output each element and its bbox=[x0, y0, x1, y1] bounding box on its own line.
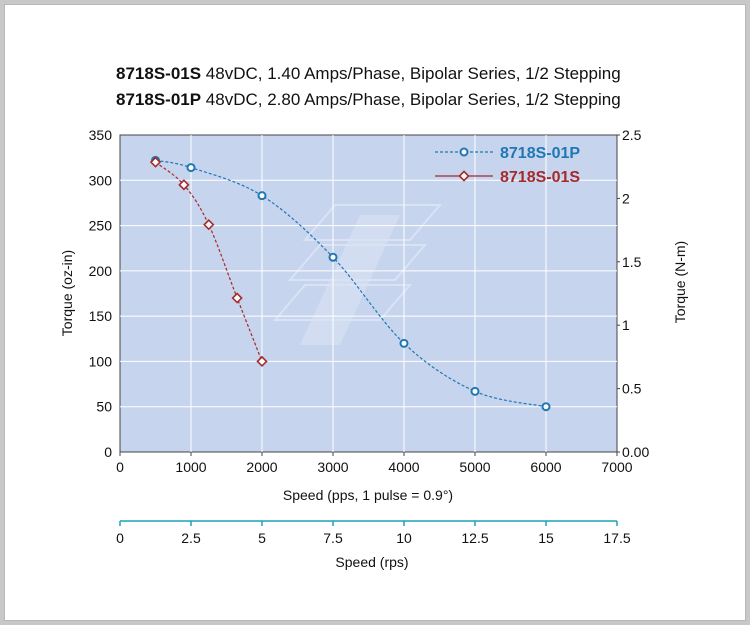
y-tick-label-left: 300 bbox=[89, 172, 113, 188]
chart-title-01p: 8718S-01P 48vDC, 2.80 Amps/Phase, Bipola… bbox=[116, 90, 621, 109]
legend-label-8718S-01S: 8718S-01S bbox=[500, 169, 580, 186]
data-point-8718S-01S bbox=[256, 355, 268, 368]
y-tick-label-left: 350 bbox=[89, 127, 113, 143]
legend: 8718S-01P 8718S-01S bbox=[435, 145, 580, 186]
data-point-8718S-01S bbox=[203, 219, 215, 231]
rps-tick-label: 17.5 bbox=[603, 530, 630, 546]
data-point-8718S-01P bbox=[328, 252, 338, 262]
grid-lines bbox=[120, 135, 617, 452]
data-point-8718S-01P bbox=[257, 191, 267, 201]
data-point-8718S-01P bbox=[470, 386, 480, 396]
rps-axis-label: Speed (rps) bbox=[335, 554, 408, 570]
y-tick-label-left: 250 bbox=[89, 218, 113, 234]
y-tick-label-left: 0 bbox=[104, 444, 112, 460]
x-tick-label: 4000 bbox=[388, 459, 419, 475]
rps-tick-label: 2.5 bbox=[181, 530, 201, 546]
y-tick-label-right: 0.00 bbox=[622, 444, 649, 460]
legend-label-8718S-01P: 8718S-01P bbox=[500, 145, 580, 162]
y-tick-label-right: 0.5 bbox=[622, 381, 642, 397]
y-tick-label-left: 50 bbox=[96, 399, 112, 415]
rps-tick-label: 15 bbox=[538, 530, 554, 546]
rps-tick-label: 12.5 bbox=[461, 530, 488, 546]
y-axis-label-right: Torque (N-m) bbox=[672, 241, 688, 323]
plot-area bbox=[119, 134, 618, 453]
rps-tick-label: 0 bbox=[116, 530, 124, 546]
rps-tick-label: 7.5 bbox=[323, 530, 343, 546]
series-line-8718S-01S bbox=[155, 161, 263, 362]
y-tick-label-left: 150 bbox=[89, 308, 113, 324]
series-group bbox=[149, 155, 551, 412]
data-point-8718S-01P bbox=[541, 402, 551, 412]
y-tick-label-right: 2 bbox=[622, 190, 630, 206]
axes: 0 1000 2000 3000 4000 5000 6000 700005010015020… bbox=[89, 127, 650, 475]
y-tick-label-right: 1 bbox=[622, 317, 630, 333]
x-tick-label: 2000 bbox=[246, 459, 277, 475]
x-axis-label: Speed (pps, 1 pulse = 0.9°) bbox=[283, 487, 453, 503]
y-tick-label-left: 100 bbox=[89, 353, 113, 369]
y-tick-label-right: 1.5 bbox=[622, 254, 642, 270]
y-axis-label-left: Torque (oz-in) bbox=[59, 250, 75, 336]
x-tick-label: 0 bbox=[116, 459, 124, 475]
x-tick-label: 3000 bbox=[317, 459, 348, 475]
x-tick-label: 6000 bbox=[530, 459, 561, 475]
data-point-8718S-01P bbox=[399, 338, 409, 348]
data-point-8718S-01S bbox=[178, 179, 190, 191]
legend-marker-8718S-01S bbox=[458, 170, 470, 182]
y-tick-label-left: 200 bbox=[89, 263, 113, 279]
rps-axis: 0 2.5 5 7.5 10 12.5 15 17.5 bbox=[116, 521, 631, 546]
data-point-8718S-01S bbox=[149, 156, 162, 168]
x-tick-label: 1000 bbox=[175, 459, 206, 475]
chart-title-01s: 8718S-01S 48vDC, 1.40 Amps/Phase, Bipola… bbox=[116, 64, 621, 83]
data-point-8718S-01P bbox=[186, 163, 196, 173]
rps-tick-label: 10 bbox=[396, 530, 412, 546]
data-point-8718S-01S bbox=[231, 292, 243, 304]
legend-marker-8718S-01P bbox=[459, 147, 469, 157]
x-tick-label: 5000 bbox=[459, 459, 490, 475]
x-tick-label: 7000 bbox=[601, 459, 632, 475]
rps-tick-label: 5 bbox=[258, 530, 266, 546]
logo-watermark bbox=[272, 204, 443, 345]
y-tick-label-right: 2.5 bbox=[622, 127, 642, 143]
series-line-8718S-01P bbox=[155, 159, 547, 408]
